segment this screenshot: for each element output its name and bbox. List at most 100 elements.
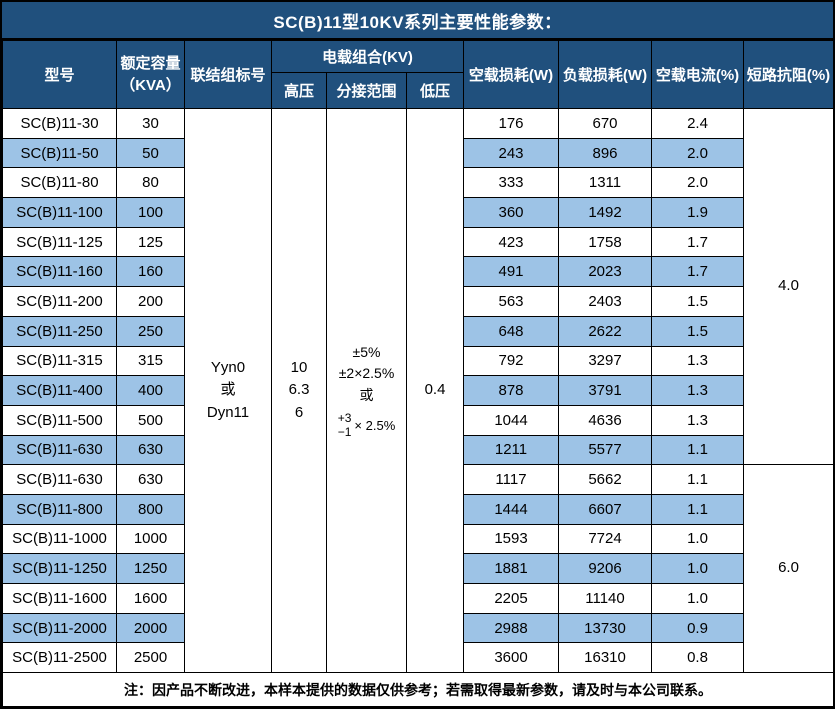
load-loss-cell: 2023 xyxy=(558,256,652,288)
connection-line: 或 xyxy=(220,381,236,399)
header-load-combo: 电载组合(KV) xyxy=(271,40,464,73)
capacity-cell: 1250 xyxy=(116,553,185,584)
hv-line: 10 xyxy=(290,358,308,376)
table-row: SC(B)11-125 125 423 1758 1.7 xyxy=(2,226,834,258)
header-impedance: 短路抗阻(%) xyxy=(743,40,834,109)
no-load-loss-cell: 1593 xyxy=(463,523,559,555)
table-row: SC(B)11-250 250 648 2622 1.5 xyxy=(2,315,834,347)
model-cell: SC(B)11-2000 xyxy=(2,612,117,644)
load-loss-cell: 11140 xyxy=(558,583,652,614)
load-loss-cell: 13730 xyxy=(558,612,652,644)
load-loss-cell: 896 xyxy=(558,137,652,169)
table-row: SC(B)11-100 100 360 1492 1.9 xyxy=(2,197,834,228)
table-row: SC(B)11-80 80 333 1311 2.0 xyxy=(2,167,834,199)
no-load-loss-cell: 1444 xyxy=(463,493,559,525)
tap-range-line: ±5% xyxy=(352,343,381,360)
model-cell: SC(B)11-1250 xyxy=(2,553,117,584)
no-load-loss-cell: 563 xyxy=(463,286,559,317)
tap-range-line: ±2×2.5% xyxy=(338,365,395,382)
load-loss-cell: 5662 xyxy=(558,464,652,495)
hv-cell: 10 6.3 6 xyxy=(271,107,327,674)
header-no-load-loss: 空载损耗(W) xyxy=(463,40,559,109)
connection-line: Yyn0 xyxy=(210,358,246,376)
no-load-current-cell: 1.7 xyxy=(651,256,744,288)
no-load-loss-cell: 878 xyxy=(463,375,559,406)
hv-line: 6.3 xyxy=(288,381,310,399)
header-model: 型号 xyxy=(2,40,117,109)
tap-stack: +3 −1 xyxy=(337,410,352,440)
no-load-loss-cell: 243 xyxy=(463,137,559,169)
tap-stack-suffix: × 2.5% xyxy=(354,417,396,433)
capacity-cell: 125 xyxy=(116,226,185,258)
no-load-current-cell: 1.5 xyxy=(651,315,744,347)
no-load-loss-cell: 648 xyxy=(463,315,559,347)
table-row: SC(B)11-630 630 1117 5662 1.1 6.0 xyxy=(2,464,834,674)
no-load-current-cell: 1.0 xyxy=(651,523,744,555)
model-cell: SC(B)11-50 xyxy=(2,137,117,169)
no-load-current-cell: 1.1 xyxy=(651,493,744,525)
load-loss-cell: 1758 xyxy=(558,226,652,258)
model-cell: SC(B)11-400 xyxy=(2,375,117,406)
no-load-current-cell: 2.4 xyxy=(651,108,744,139)
no-load-loss-cell: 333 xyxy=(463,167,559,199)
footer-note: 注：因产品不断改进，本样本提供的数据仅供参考；若需取得最新参数，请及时与本公司联… xyxy=(2,672,834,708)
capacity-cell: 800 xyxy=(116,493,185,525)
tap-range-lines: ±5% ±2×2.5% 或 xyxy=(328,342,406,407)
model-cell: SC(B)11-80 xyxy=(2,167,117,199)
no-load-current-cell: 1.3 xyxy=(651,404,744,436)
tap-stack-value: +3 xyxy=(337,410,352,425)
no-load-current-cell: 1.0 xyxy=(651,583,744,614)
capacity-cell: 160 xyxy=(116,256,185,288)
table-row: SC(B)11-2000 2000 2988 13730 0.9 xyxy=(2,612,834,644)
table-header: 型号 额定容量 （KVA） 联结组标号 电载组合(KV) 空载损耗(W) 负载损… xyxy=(2,40,834,109)
tap-stack-value: −1 xyxy=(337,424,352,439)
load-loss-cell: 5577 xyxy=(558,434,652,466)
model-cell: SC(B)11-30 xyxy=(2,108,117,139)
no-load-loss-cell: 1211 xyxy=(463,434,559,466)
no-load-loss-cell: 3600 xyxy=(463,642,559,674)
no-load-current-cell: 1.1 xyxy=(651,464,744,495)
capacity-cell: 250 xyxy=(116,315,185,347)
load-loss-cell: 6607 xyxy=(558,493,652,525)
capacity-cell: 315 xyxy=(116,345,185,377)
connection-line: Dyn11 xyxy=(206,403,250,421)
capacity-cell: 400 xyxy=(116,375,185,406)
model-cell: SC(B)11-800 xyxy=(2,493,117,525)
load-loss-cell: 3791 xyxy=(558,375,652,406)
lv-cell: 0.4 xyxy=(406,107,464,674)
capacity-cell: 2500 xyxy=(116,642,185,674)
table-row: SC(B)11-2500 2500 3600 16310 0.8 xyxy=(2,642,834,674)
header-tap-range: 分接范围 xyxy=(326,72,407,109)
table-row: SC(B)11-315 315 792 3297 1.3 xyxy=(2,345,834,377)
table-row: SC(B)11-630 630 1211 5577 1.1 xyxy=(2,434,834,466)
table-row: SC(B)11-50 50 243 896 2.0 xyxy=(2,137,834,169)
model-cell: SC(B)11-1000 xyxy=(2,523,117,555)
connection-cell: Yyn0 或 Dyn11 xyxy=(184,107,272,674)
header-hv: 高压 xyxy=(271,72,327,109)
load-loss-cell: 4636 xyxy=(558,404,652,436)
no-load-current-cell: 1.0 xyxy=(651,553,744,584)
capacity-cell: 500 xyxy=(116,404,185,436)
model-cell: SC(B)11-500 xyxy=(2,404,117,436)
no-load-current-cell: 0.9 xyxy=(651,612,744,644)
load-loss-cell: 9206 xyxy=(558,553,652,584)
no-load-current-cell: 1.5 xyxy=(651,286,744,317)
impedance-cell: 6.0 xyxy=(743,464,834,674)
capacity-cell: 50 xyxy=(116,137,185,169)
table-row: SC(B)11-1600 1600 2205 11140 1.0 xyxy=(2,583,834,614)
table-row: SC(B)11-800 800 1444 6607 1.1 xyxy=(2,493,834,525)
capacity-cell: 100 xyxy=(116,197,185,228)
model-cell: SC(B)11-1600 xyxy=(2,583,117,614)
capacity-cell: 200 xyxy=(116,286,185,317)
model-cell: SC(B)11-630 xyxy=(2,464,117,495)
impedance-cell: 4.0 xyxy=(743,107,834,466)
model-cell: SC(B)11-100 xyxy=(2,197,117,228)
no-load-loss-cell: 2988 xyxy=(463,612,559,644)
capacity-cell: 30 xyxy=(116,108,185,139)
table-row: SC(B)11-1250 1250 1881 9206 1.0 xyxy=(2,553,834,584)
header-capacity-line1: 额定容量 xyxy=(120,54,181,72)
header-lv: 低压 xyxy=(406,72,464,109)
no-load-loss-cell: 1881 xyxy=(463,553,559,584)
no-load-current-cell: 1.3 xyxy=(651,375,744,406)
